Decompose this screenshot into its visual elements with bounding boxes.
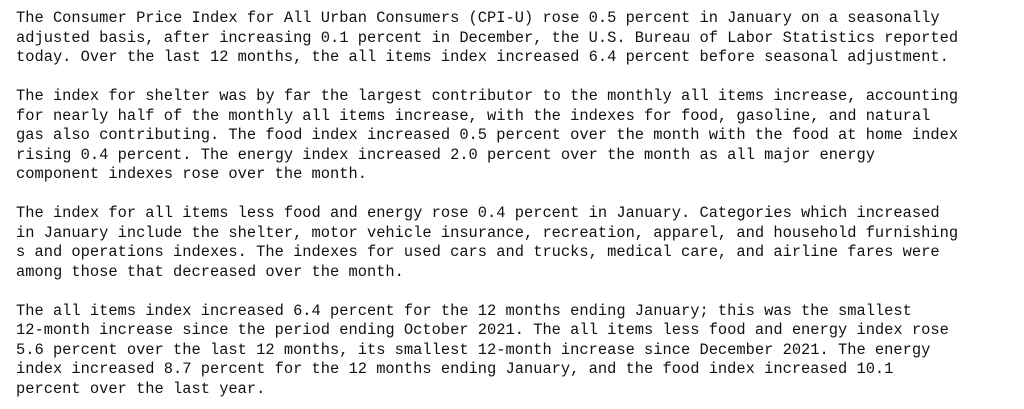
paragraph-3: The index for all items less food and en…: [16, 204, 1008, 282]
paragraph-1: The Consumer Price Index for All Urban C…: [16, 9, 1008, 68]
paragraph-line: in January include the shelter, motor ve…: [16, 223, 959, 242]
paragraph-line: gas also contributing. The food index in…: [16, 126, 959, 144]
paragraph-line: today. Over the last 12 months, the all …: [16, 48, 949, 66]
paragraph-line: The index for all items less food and en…: [16, 204, 940, 222]
paragraph-2: The index for shelter was by far the lar…: [16, 87, 1008, 185]
paragraph-line: The Consumer Price Index for All Urban C…: [16, 9, 940, 27]
paragraph-4: The all items index increased 6.4 percen…: [16, 302, 1008, 400]
paragraph-line: percent over the last year.: [16, 379, 266, 398]
paragraph-line: component indexes rose over the month.: [16, 165, 367, 183]
paragraph-line: adjusted basis, after increasing 0.1 per…: [16, 28, 959, 47]
paragraph-line: The all items index increased 6.4 percen…: [16, 301, 912, 320]
paragraph-line: index increased 8.7 percent for the 12 m…: [16, 360, 894, 378]
paragraph-line: 5.6 percent over the last 12 months, its…: [16, 340, 931, 359]
paragraph-line: The index for shelter was by far the lar…: [16, 87, 959, 105]
paragraph-line: s and operations indexes. The indexes fo…: [16, 243, 940, 261]
paragraph-line: rising 0.4 percent. The energy index inc…: [16, 145, 875, 164]
paragraph-line: 12-month increase since the period endin…: [16, 321, 949, 339]
paragraph-line: among those that decreased over the mont…: [16, 262, 404, 281]
paragraph-line: for nearly half of the monthly all items…: [16, 106, 931, 125]
